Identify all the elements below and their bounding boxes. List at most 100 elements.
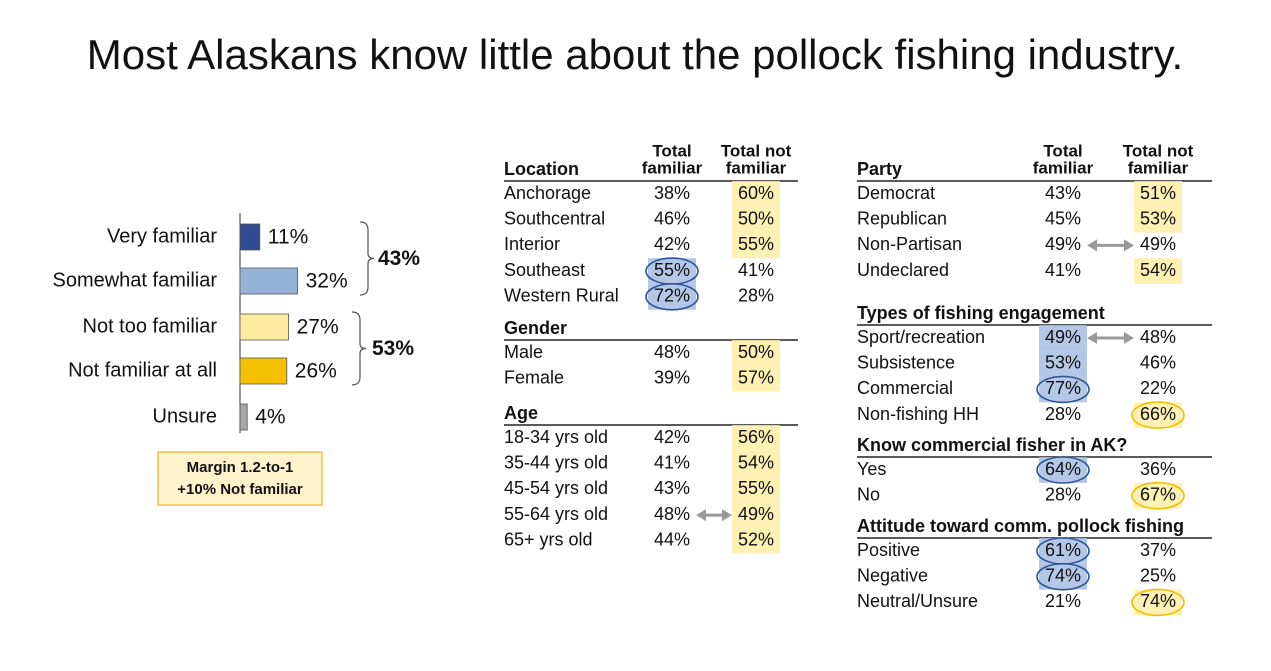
cell-ring <box>1036 562 1090 591</box>
cell-shade <box>732 425 780 451</box>
row-label: Male <box>504 342 543 362</box>
row-label: Positive <box>857 540 920 560</box>
cell: 48% <box>654 504 690 524</box>
cell: 77% <box>1045 378 1081 398</box>
row-label: Yes <box>857 459 886 479</box>
cell: 39% <box>654 367 690 387</box>
row-label: Anchorage <box>504 183 591 203</box>
bracket <box>359 221 375 296</box>
row-label: Democrat <box>857 183 935 203</box>
cell: 28% <box>738 286 774 306</box>
column-header: Total not <box>721 141 792 160</box>
row-label: 35-44 yrs old <box>504 452 608 472</box>
group-header: Know commercial fisher in AK? <box>857 435 1127 455</box>
cell: 74% <box>1045 565 1081 585</box>
cell: 28% <box>1045 484 1081 504</box>
cell: 67% <box>1140 484 1176 504</box>
cell: 49% <box>1045 327 1081 347</box>
row-label: Sport/recreation <box>857 327 985 347</box>
value-label: 27% <box>297 316 339 339</box>
row-label: No <box>857 484 880 504</box>
group-header: Location <box>504 159 579 179</box>
bar <box>239 357 288 385</box>
cell-shade <box>732 527 780 554</box>
cell-shade <box>648 283 696 310</box>
cell-shade <box>1134 589 1182 616</box>
bar <box>239 403 248 431</box>
cell-shade <box>732 206 780 233</box>
cell-shade <box>732 502 780 528</box>
value-label: 32% <box>306 270 348 293</box>
title: Most Alaskans know little about the poll… <box>87 31 1183 78</box>
cell-ring <box>1131 401 1185 429</box>
cell: 41% <box>654 452 690 472</box>
column-header: familiar <box>1033 158 1094 177</box>
cell-shade <box>732 476 780 503</box>
category-label: Not familiar at all <box>68 359 217 381</box>
cell: 48% <box>654 342 690 362</box>
category-label: Unsure <box>153 405 217 427</box>
cell-shade <box>1039 538 1087 564</box>
cell: 61% <box>1045 540 1081 560</box>
cell-ring <box>1131 481 1185 510</box>
bar <box>239 267 298 295</box>
row-label: Republican <box>857 208 947 228</box>
cell-shade <box>1039 563 1087 590</box>
cell: 54% <box>738 452 774 472</box>
cell-shade <box>1134 482 1182 509</box>
cell: 53% <box>1045 352 1081 372</box>
cell: 45% <box>1045 208 1081 228</box>
cell: 52% <box>738 530 774 550</box>
bar <box>239 313 289 341</box>
row-label: Neutral/Unsure <box>857 591 978 611</box>
bracket-label: 53% <box>372 337 414 360</box>
category-label: Somewhat familiar <box>52 269 217 291</box>
cell-shade <box>1134 206 1182 233</box>
row-label: Non-fishing HH <box>857 404 979 424</box>
cell: 49% <box>1140 234 1176 254</box>
row-label: 18-34 yrs old <box>504 427 608 447</box>
cell-shade <box>732 450 780 477</box>
cell-shade <box>732 365 780 392</box>
cell: 22% <box>1140 378 1176 398</box>
margin-text: +10% Not familiar <box>177 481 303 498</box>
cell: 21% <box>1045 591 1081 611</box>
column-header: familiar <box>726 158 787 177</box>
bar <box>239 223 261 251</box>
group-header: Age <box>504 403 538 423</box>
row-label: Southeast <box>504 260 585 280</box>
column-header: Total <box>1043 141 1082 160</box>
cell: 50% <box>738 208 774 228</box>
row-label: 65+ yrs old <box>504 530 593 550</box>
row-label: 55-64 yrs old <box>504 504 608 524</box>
cell: 41% <box>1045 260 1081 280</box>
row-label: Undeclared <box>857 260 949 280</box>
cell: 37% <box>1140 540 1176 560</box>
cell-shade <box>1039 350 1087 377</box>
cell: 48% <box>1140 327 1176 347</box>
cell-shade <box>732 340 780 366</box>
row-label: Interior <box>504 234 560 254</box>
cell: 64% <box>1045 459 1081 479</box>
cell: 49% <box>1045 234 1081 254</box>
row-label: Female <box>504 367 564 387</box>
cell: 44% <box>654 530 690 550</box>
row-label: Southcentral <box>504 208 605 228</box>
cell: 28% <box>1045 404 1081 424</box>
cell: 36% <box>1140 459 1176 479</box>
cell: 56% <box>738 427 774 447</box>
cell-shade <box>1134 258 1182 284</box>
value-label: 26% <box>295 360 337 383</box>
row-label: 45-54 yrs old <box>504 478 608 498</box>
column-header: Total not <box>1123 141 1194 160</box>
cell: 38% <box>654 183 690 203</box>
cell-shade <box>1134 181 1182 207</box>
cell: 72% <box>654 286 690 306</box>
cell-shade <box>732 232 780 259</box>
cell: 66% <box>1140 404 1176 424</box>
cell: 46% <box>1140 352 1176 372</box>
cell: 53% <box>1140 208 1176 228</box>
row-label: Non-Partisan <box>857 234 962 254</box>
cell: 60% <box>738 183 774 203</box>
margin-box <box>157 451 323 506</box>
